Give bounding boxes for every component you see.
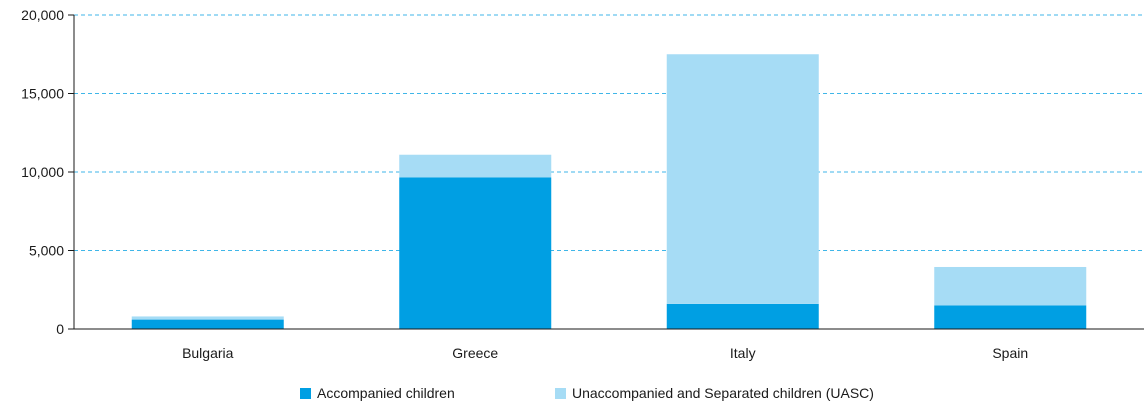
- bar-bulgaria-series-0: [131, 319, 284, 329]
- y-tick-label: 15,000: [21, 86, 64, 102]
- legend-label-1: Unaccompanied and Separated children (UA…: [572, 385, 874, 401]
- bar-greece-series-0: [399, 177, 552, 329]
- bar-spain-series-1: [934, 266, 1087, 306]
- legend-label-0: Accompanied children: [317, 385, 455, 401]
- bar-italy-series-1: [666, 54, 819, 304]
- x-tick-label: Spain: [992, 345, 1028, 361]
- grid-lines: [74, 14, 1144, 251]
- bar-italy-series-0: [666, 303, 819, 329]
- y-tick-labels: 0 5,000 10,000 15,000 20,000: [21, 7, 64, 337]
- legend-swatch-0: [300, 388, 311, 399]
- bar-spain-series-0: [934, 305, 1087, 329]
- bar-greece-series-1: [399, 154, 552, 178]
- y-tick-label: 20,000: [21, 7, 64, 23]
- bars: [131, 54, 1087, 329]
- legend: Accompanied children Unaccompanied and Se…: [300, 385, 874, 401]
- x-tick-label: Italy: [730, 345, 756, 361]
- y-tick-label: 10,000: [21, 164, 64, 180]
- x-tick-label: Greece: [452, 345, 498, 361]
- legend-swatch-1: [555, 388, 566, 399]
- y-tick-label: 0: [56, 321, 64, 337]
- x-tick-label: Bulgaria: [182, 345, 234, 361]
- bar-bulgaria-series-1: [131, 316, 284, 320]
- x-tick-labels: Bulgaria Greece Italy Spain: [182, 345, 1028, 361]
- axes: [68, 14, 1144, 330]
- y-tick-label: 5,000: [29, 243, 64, 259]
